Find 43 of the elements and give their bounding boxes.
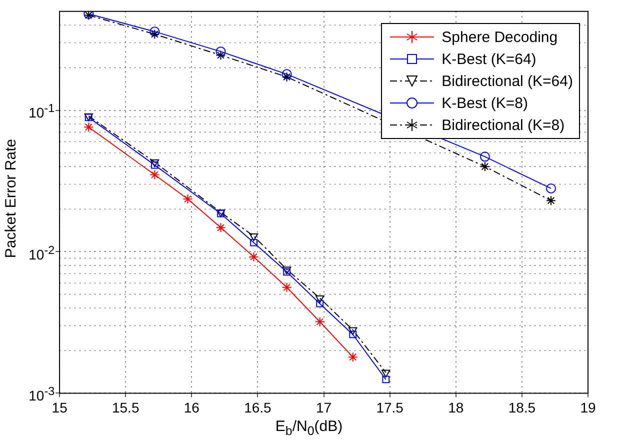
- legend-label: Bidirectional (K=8): [442, 116, 565, 134]
- point: [348, 327, 358, 335]
- legend-label: Bidirectional (K=64): [442, 72, 573, 90]
- point: [150, 29, 160, 40]
- point: [480, 152, 490, 162]
- x-tick-label: 15.5: [112, 399, 140, 416]
- point: [282, 282, 292, 292]
- point: [480, 162, 490, 172]
- point: [348, 352, 358, 362]
- point: [150, 170, 160, 180]
- y-tick-label: 10$^{-1}$: [28, 101, 55, 122]
- point: [216, 50, 226, 60]
- legend-label: Sphere Decoding: [442, 28, 558, 46]
- y-axis-title: Packet Error Rate: [2, 138, 20, 260]
- point: [84, 122, 94, 132]
- point: [315, 295, 324, 304]
- point: [250, 238, 258, 246]
- point: [150, 26, 160, 37]
- x-tick-label: 18: [448, 399, 464, 416]
- point: [314, 316, 325, 327]
- x-tick-label: 18.5: [508, 399, 536, 416]
- x-tick-label: 16.5: [244, 399, 272, 416]
- x-tick-label: 16: [184, 399, 200, 416]
- point: [182, 194, 193, 204]
- point: [316, 300, 324, 308]
- point: [546, 196, 556, 206]
- point: [381, 370, 390, 378]
- point: [546, 183, 556, 194]
- x-tick-label: 19: [580, 399, 596, 416]
- point: [349, 330, 357, 338]
- point: [282, 72, 292, 82]
- point: [282, 69, 292, 80]
- x-axis-title: E$_{b}$/N$_{0}$(dB): [274, 418, 344, 438]
- point: [382, 376, 390, 384]
- y-tick-label: 10$^{-2}$: [28, 242, 55, 264]
- point: [248, 252, 259, 262]
- point: [249, 233, 258, 242]
- legend-label: K-Best (K=64): [442, 50, 536, 68]
- x-tick-label: 17: [316, 399, 332, 416]
- legend-label: K-Best (K=8): [442, 94, 528, 112]
- point: [216, 222, 226, 233]
- point: [216, 46, 226, 57]
- x-tick-label: 17.5: [376, 399, 404, 416]
